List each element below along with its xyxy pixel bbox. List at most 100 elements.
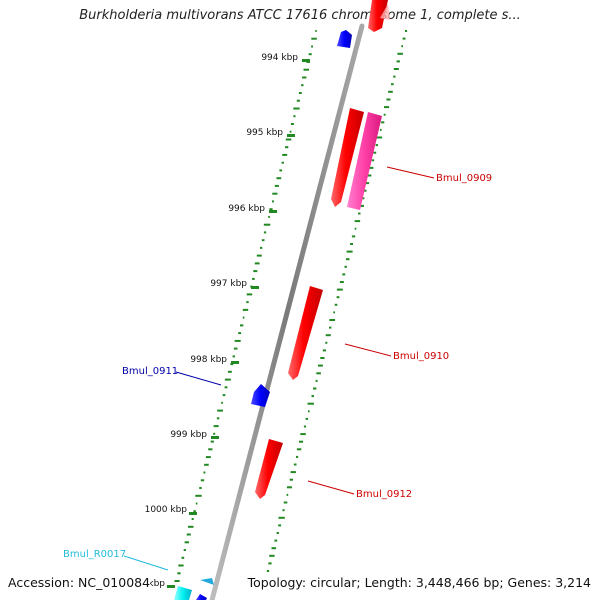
gc-tick: [362, 197, 365, 200]
gc-tick: [230, 363, 234, 366]
gc-tick: [204, 463, 209, 466]
callout-label-bmul-r0017[interactable]: Bmul_R0017: [63, 549, 126, 560]
gc-tick: [221, 401, 223, 404]
gene-bmul-0911[interactable]: [251, 384, 270, 407]
topology-info: Topology: circular; Length: 3,448,466 bp…: [247, 575, 591, 590]
gc-tick: [263, 223, 271, 226]
gc-tick: [336, 296, 340, 299]
gc-tick: [375, 144, 378, 147]
gc-tick: [242, 308, 249, 311]
gc-tick: [285, 146, 289, 149]
gene-bottom-reverse[interactable]: [196, 594, 207, 600]
gc-tick: [272, 192, 278, 195]
gc-tick: [383, 113, 386, 116]
gc-tick: [181, 556, 185, 559]
gene-bmul-0912[interactable]: [255, 439, 283, 499]
ruler-tick-1001: [167, 585, 175, 588]
gc-tick: [346, 250, 353, 253]
gc-tick: [401, 45, 403, 48]
gc-tick: [222, 394, 226, 397]
ruler-tick-996: [269, 210, 277, 213]
callout-label-bmul-0910[interactable]: Bmul_0910: [393, 351, 449, 362]
gc-tick: [195, 494, 202, 497]
gc-tick: [393, 68, 399, 70]
gc-tick: [268, 562, 272, 565]
gc-tick: [308, 410, 310, 413]
ruler-label-995: 995 kbp: [246, 128, 283, 138]
callout-label-bmul-0912[interactable]: Bmul_0912: [356, 489, 412, 500]
gc-tick: [299, 440, 304, 443]
gc-tick: [253, 270, 258, 273]
gc-tick: [216, 417, 220, 420]
ruler-label-994: 994 kbp: [261, 53, 298, 63]
feature-callouts: Bmul_0909 Bmul_0910 Bmul_0911 Bmul_0912 …: [63, 166, 492, 571]
callout-line-bmul-0911: [175, 371, 222, 386]
gc-tick: [342, 273, 346, 276]
gc-tick: [279, 169, 283, 172]
gc-tick: [320, 357, 325, 359]
callout-label-bmul-0909[interactable]: Bmul_0909: [436, 173, 492, 184]
callout-line-bmul-r0017: [123, 555, 169, 571]
gene-top-partial[interactable]: [368, 0, 388, 32]
gc-tick: [381, 121, 385, 124]
map-title: Burkholderia multivorans ATCC 17616 chro…: [79, 8, 521, 23]
gc-tick: [283, 501, 288, 504]
gc-tick: [354, 220, 361, 223]
gene-rna-marker[interactable]: [200, 578, 214, 585]
gc-tick: [234, 339, 241, 342]
gc-tick: [368, 166, 374, 169]
gc-tick: [375, 136, 383, 139]
ruler-label-997: 997 kbp: [210, 279, 247, 289]
gc-tick: [269, 208, 273, 211]
gc-tick: [184, 541, 189, 544]
reverse-strand-genes: [174, 30, 352, 600]
callout-line-bmul-0912: [307, 480, 355, 495]
gc-tick: [242, 316, 245, 319]
gc-tick: [227, 370, 232, 373]
gc-tick: [233, 347, 238, 350]
gc-tick: [308, 53, 312, 56]
gc-tick: [329, 319, 336, 321]
callout-line-bmul-0910: [344, 343, 392, 357]
gc-tick: [373, 151, 377, 154]
gc-tick: [246, 301, 249, 304]
gc-tick: [333, 311, 335, 314]
gc-tick: [232, 355, 235, 358]
gene-bmul-r0017[interactable]: [174, 586, 192, 600]
gc-tick: [260, 246, 263, 249]
gene-bmul-0910[interactable]: [288, 286, 323, 380]
gc-tick: [291, 123, 294, 125]
gc-tick: [266, 570, 270, 572]
gene-bmul-0909-a[interactable]: [331, 108, 364, 207]
gc-tick: [296, 99, 300, 102]
gc-tick: [217, 409, 223, 412]
gc-tick: [183, 549, 186, 551]
gc-tick: [303, 425, 306, 428]
gc-tick: [205, 456, 211, 459]
gc-tick: [365, 182, 370, 185]
gene-bmul-0909-b[interactable]: [347, 112, 382, 210]
gc-tick: [371, 159, 375, 162]
gc-tick: [278, 516, 285, 519]
gc-tick: [402, 37, 406, 40]
ruler-label-998: 998 kbp: [190, 355, 227, 365]
gc-tick: [263, 231, 267, 234]
gc-tick: [325, 341, 328, 344]
gc-tick: [358, 204, 364, 207]
gc-tick: [188, 525, 194, 528]
gc-tick: [254, 262, 260, 265]
gc-tick: [397, 52, 403, 55]
callout-label-bmul-0911[interactable]: Bmul_0911: [122, 366, 178, 377]
gc-tick: [285, 138, 292, 141]
gc-tick: [316, 372, 321, 375]
gene-top-reverse[interactable]: [337, 30, 352, 48]
gc-tick: [289, 130, 292, 133]
gc-tick: [391, 83, 394, 86]
gc-tick: [238, 332, 242, 335]
gc-tick: [396, 60, 400, 63]
gc-tick: [252, 277, 255, 280]
gc-tick: [298, 92, 302, 94]
ruler-tick-999: [211, 436, 219, 439]
